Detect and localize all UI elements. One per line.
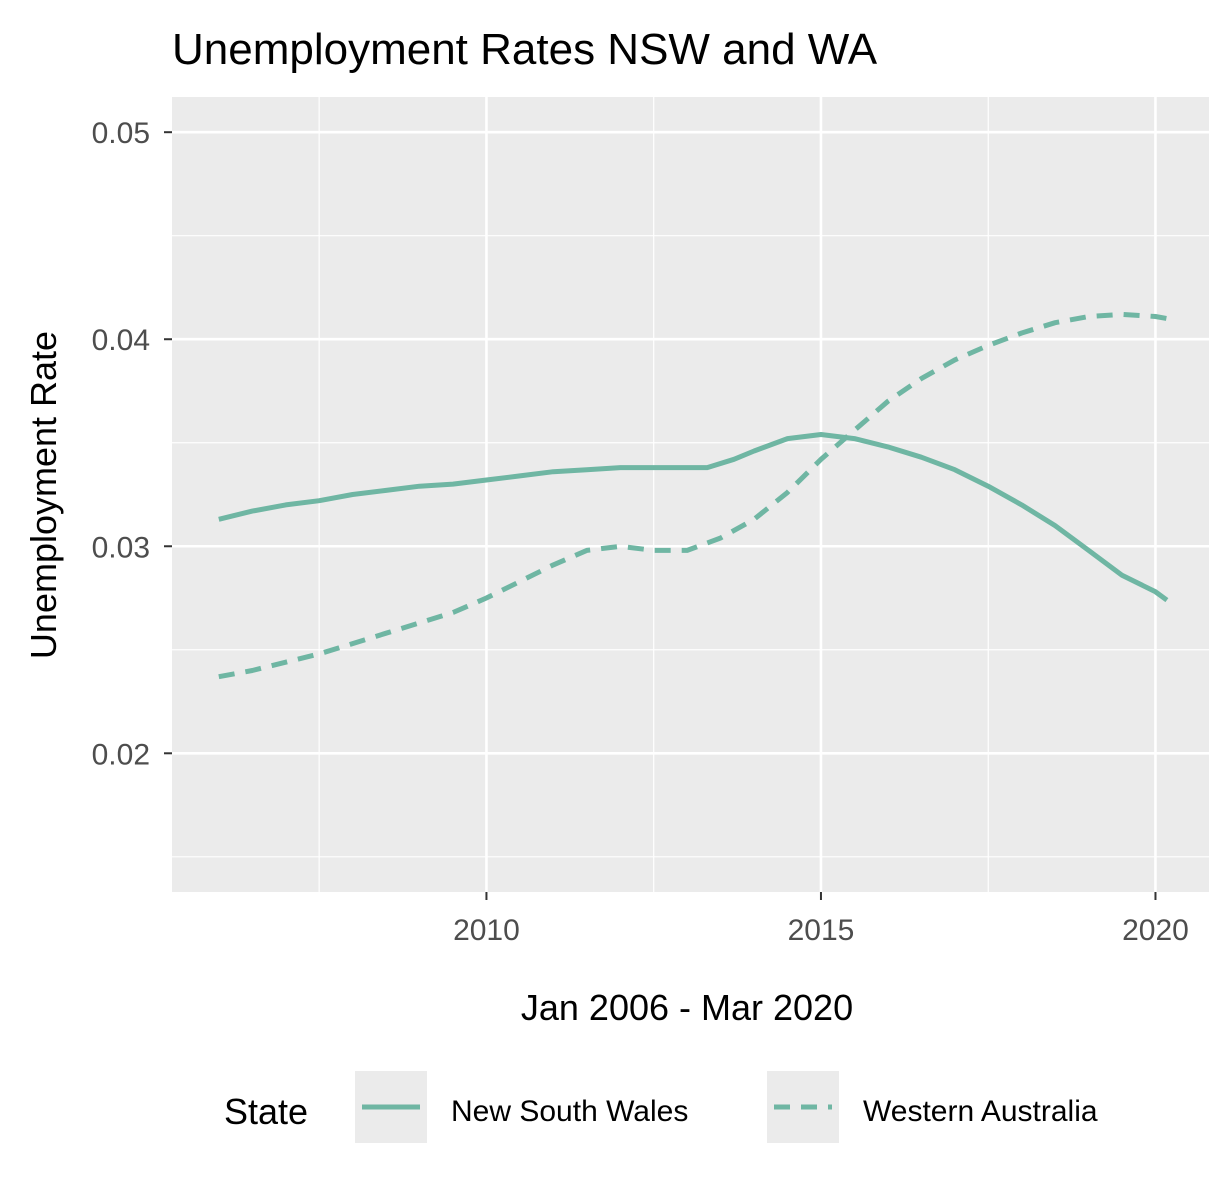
x-tick-label: 2015 bbox=[788, 914, 855, 947]
y-tick-label: 0.03 bbox=[92, 531, 150, 564]
legend-label-new-south-wales: New South Wales bbox=[451, 1095, 688, 1128]
y-tick-label: 0.02 bbox=[92, 738, 150, 771]
y-tick-label: 0.04 bbox=[92, 324, 150, 357]
y-tick-label: 0.05 bbox=[92, 117, 150, 150]
plot-panel bbox=[172, 97, 1209, 892]
series-lines bbox=[218, 311, 1169, 680]
legend: State New South Wales Western Australia bbox=[224, 1071, 1098, 1143]
x-axis-title: Jan 2006 - Mar 2020 bbox=[521, 987, 853, 1028]
grid-lines bbox=[172, 97, 1209, 892]
axes: 2010 2015 2020 0.02 0.03 0.04 0.05 bbox=[92, 117, 1189, 947]
x-tick-label: 2020 bbox=[1122, 914, 1189, 947]
x-tick-label: 2010 bbox=[453, 914, 520, 947]
legend-label-western-australia: Western Australia bbox=[863, 1095, 1098, 1128]
legend-title: State bbox=[224, 1091, 308, 1132]
y-axis-title: Unemployment Rate bbox=[23, 331, 64, 659]
series-line-new-south-wales bbox=[218, 432, 1169, 603]
series-line-western-australia bbox=[218, 311, 1168, 680]
chart-title: Unemployment Rates NSW and WA bbox=[172, 25, 878, 74]
